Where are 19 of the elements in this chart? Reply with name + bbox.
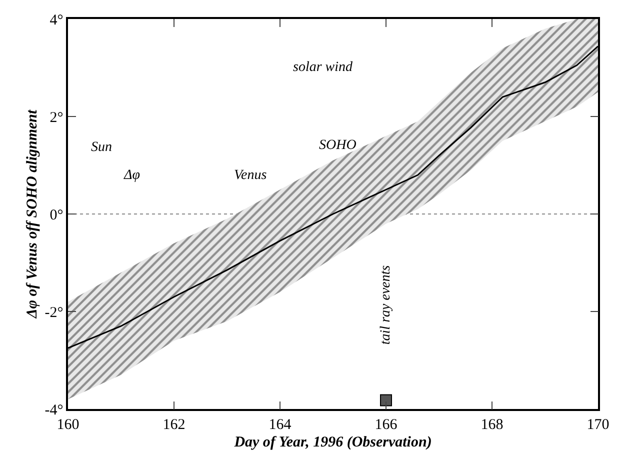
- x-axis-title: Day of Year, 1996 (Observation): [233, 434, 432, 450]
- x-tick-label: 164: [268, 416, 292, 433]
- y-tick-label: 4°: [50, 12, 64, 28]
- y-tick-label: -2°: [44, 304, 64, 321]
- x-tick-label: 168: [480, 416, 504, 433]
- y-axis-title: Δφ of Venus off SOHO alignment: [24, 108, 40, 320]
- annotation: tail ray events: [378, 264, 394, 345]
- annotation: Δφ: [123, 168, 140, 183]
- y-tick-label: 0°: [50, 207, 64, 224]
- x-tick-label: 166: [374, 416, 398, 433]
- x-tick-label: 170: [586, 416, 610, 433]
- annotation: Sun: [91, 140, 112, 155]
- annotation: solar wind: [293, 60, 354, 75]
- annotation: SOHO: [319, 138, 356, 153]
- annotation: Venus: [234, 168, 268, 183]
- x-tick-label: 160: [56, 416, 80, 433]
- y-tick-label: 2°: [50, 110, 64, 126]
- x-tick-label: 162: [162, 416, 186, 433]
- y-tick-label: -4°: [44, 402, 64, 418]
